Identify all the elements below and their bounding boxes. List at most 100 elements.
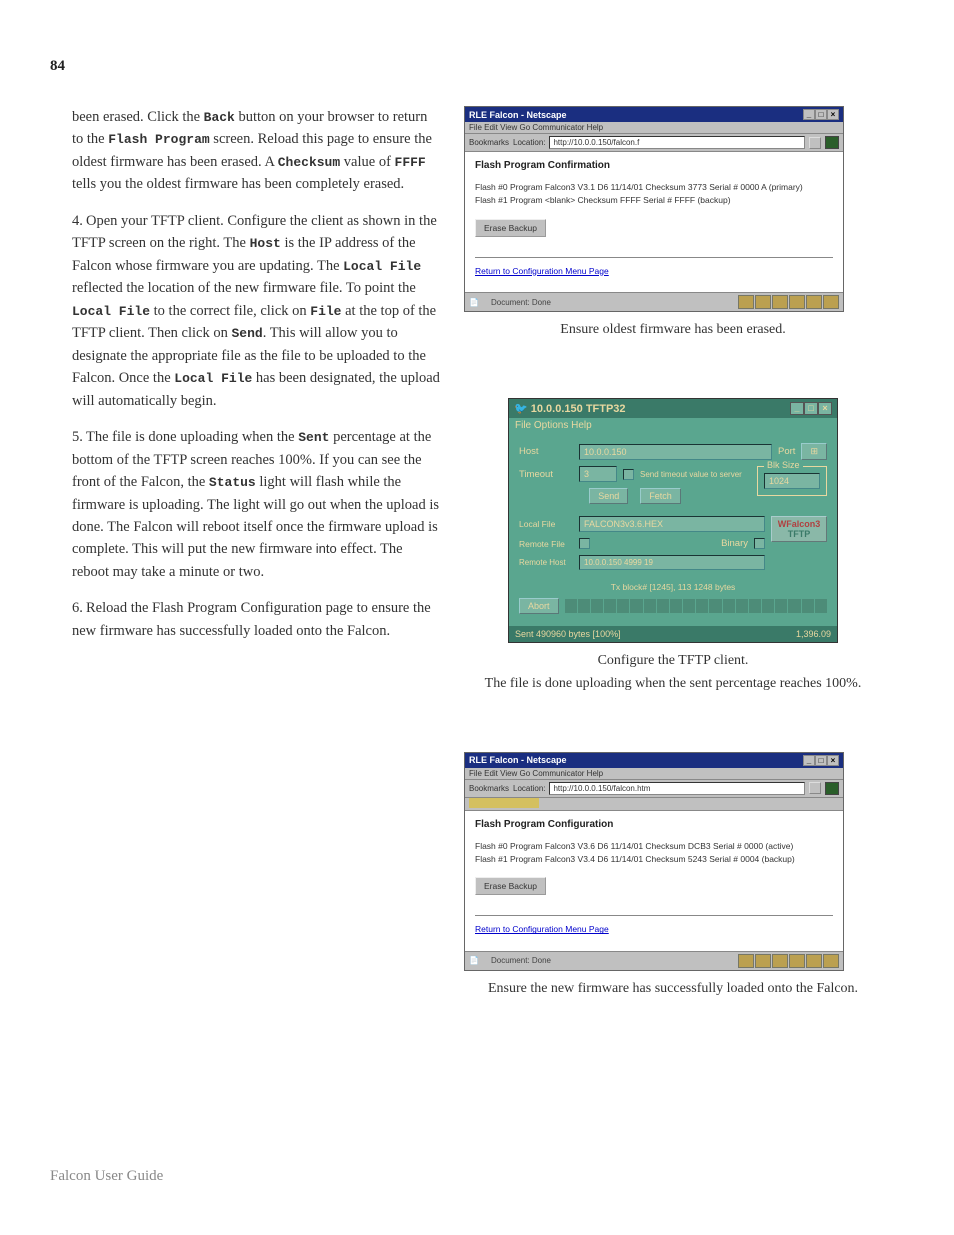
figure-2-caption1: Configure the TFTP client. (464, 651, 882, 671)
divider (475, 915, 833, 916)
statusbar: 📄 Document: Done (465, 951, 843, 970)
remotefile-label: Remote File (519, 539, 573, 549)
figure-3-caption: Ensure the new firmware has successfully… (464, 979, 882, 999)
erase-backup-button[interactable]: Erase Backup (475, 219, 546, 237)
flash-line-2: Flash #1 Program Falcon3 V3.4 D6 11/14/0… (475, 853, 833, 866)
mono-localfile: Local File (343, 259, 421, 274)
bookmarks-label[interactable]: Bookmarks (469, 138, 509, 147)
status-icon (772, 954, 788, 968)
port-label: Port (778, 446, 795, 457)
close-icon[interactable]: × (827, 755, 839, 766)
dropdown-icon[interactable] (809, 137, 821, 149)
divider (475, 257, 833, 258)
localfile-input[interactable]: FALCON3v3.6.HEX (579, 516, 765, 532)
mono-localfile3: Local File (174, 371, 252, 386)
step-4: 4.Open your TFTP client. Configure the c… (72, 210, 442, 412)
mono-ffff: FFFF (395, 155, 426, 170)
figure-1: RLE Falcon - Netscape _ □ × File Edit Vi… (464, 106, 882, 340)
body-text: value of (340, 154, 394, 170)
status-doc-icon: 📄 (469, 956, 479, 965)
status-icons (738, 295, 839, 309)
remote-host-label: Remote Host (519, 558, 573, 567)
page-heading: Flash Program Confirmation (475, 160, 833, 171)
remote-host-input[interactable]: 10.0.0.150 4999 19 (579, 555, 765, 570)
flash-info: Flash #0 Program Falcon3 V3.6 D6 11/14/0… (475, 840, 833, 866)
host-input[interactable]: 10.0.0.150 (579, 444, 772, 460)
minimize-icon[interactable]: _ (803, 755, 815, 766)
maximize-icon[interactable]: □ (804, 402, 818, 415)
body-text: been erased. Click the (72, 109, 204, 125)
close-icon[interactable]: × (827, 109, 839, 120)
body-into: into (316, 541, 337, 556)
host-label: Host (519, 446, 573, 457)
status-icon (755, 295, 771, 309)
fetch-button[interactable]: Fetch (640, 488, 681, 504)
left-column: been erased. Click the Back button on yo… (72, 106, 442, 1027)
page-body: Flash Program Configuration Flash #0 Pro… (465, 811, 843, 951)
close-icon[interactable]: × (818, 402, 832, 415)
step-num: 6. (72, 597, 86, 619)
maximize-icon[interactable]: □ (815, 109, 827, 120)
wfalcon-button[interactable]: WFalcon3 TFTP (771, 516, 827, 542)
remote-checkbox[interactable] (579, 538, 590, 549)
figure-1-caption: Ensure oldest firmware has been erased. (464, 320, 882, 340)
progress-bar (565, 599, 827, 613)
bookmarks-label[interactable]: Bookmarks (469, 784, 509, 793)
menubar[interactable]: File Edit View Go Communicator Help (465, 768, 843, 780)
page-content: been erased. Click the Back button on yo… (72, 106, 882, 1027)
body-text: to the correct file, click on (150, 303, 310, 319)
timeout-input[interactable]: 3 (579, 466, 617, 482)
retry-label: Send timeout value to server (640, 470, 742, 479)
return-link[interactable]: Return to Configuration Menu Page (475, 924, 833, 934)
location-label: Location: (513, 138, 545, 147)
body-text: Reload the Flash Program Configuration p… (72, 600, 431, 638)
status-icon (789, 954, 805, 968)
binary-label: Binary (721, 538, 748, 549)
status-icon (806, 954, 822, 968)
return-link[interactable]: Return to Configuration Menu Page (475, 266, 833, 276)
menubar[interactable]: File Edit View Go Communicator Help (465, 122, 843, 134)
statusbar: 📄 Document: Done (465, 292, 843, 311)
tftp-menubar[interactable]: File Options Help (509, 418, 837, 437)
port-btn[interactable]: ⊞ (801, 443, 827, 460)
tftp-window: 🐦 10.0.0.150 TFTP32 _ □ × File Options H… (508, 398, 838, 643)
mono-file: File (310, 304, 341, 319)
go-icon[interactable] (825, 782, 839, 795)
toolbar: Bookmarks Location: http://10.0.0.150/fa… (465, 780, 843, 798)
body-text: tells you the oldest firmware has been c… (72, 176, 404, 192)
minimize-icon[interactable]: _ (790, 402, 804, 415)
location-input[interactable]: http://10.0.0.150/falcon.f (549, 136, 805, 149)
status-text: Document: Done (491, 298, 551, 307)
mono-back: Back (204, 110, 235, 125)
step-6: 6.Reload the Flash Program Configuration… (72, 597, 442, 642)
tftp-body: Host 10.0.0.150 Port ⊞ Timeout 3 Send ti… (509, 437, 837, 626)
mono-checksum: Checksum (278, 155, 340, 170)
erase-backup-button[interactable]: Erase Backup (475, 877, 546, 895)
retry-checkbox[interactable] (623, 469, 634, 480)
blk-input[interactable]: 1024 (764, 473, 820, 489)
go-icon[interactable] (825, 136, 839, 149)
tftp-titlebar: 🐦 10.0.0.150 TFTP32 _ □ × (509, 399, 837, 418)
flash-line-2: Flash #1 Program <blank> Checksum FFFF S… (475, 194, 833, 207)
tftp-title: 10.0.0.150 TFTP32 (531, 403, 626, 415)
window-controls: _ □ × (790, 402, 832, 415)
step-5: 5.The file is done uploading when the Se… (72, 426, 442, 583)
location-input[interactable]: http://10.0.0.150/falcon.htm (549, 782, 805, 795)
binary-checkbox[interactable] (754, 538, 765, 549)
blk-label: Blk Size (764, 460, 803, 470)
page-body: Flash Program Confirmation Flash #0 Prog… (465, 152, 843, 292)
send-button[interactable]: Send (589, 488, 628, 504)
browser-tab[interactable] (469, 798, 539, 808)
maximize-icon[interactable]: □ (815, 755, 827, 766)
minimize-icon[interactable]: _ (803, 109, 815, 120)
step-num: 4. (72, 210, 86, 232)
flash-line-1: Flash #0 Program Falcon3 V3.6 D6 11/14/0… (475, 840, 833, 853)
figure-2: 🐦 10.0.0.150 TFTP32 _ □ × File Options H… (464, 398, 882, 694)
status-doc-icon: 📄 (469, 298, 479, 307)
status-icon (806, 295, 822, 309)
dropdown-icon[interactable] (809, 782, 821, 794)
flash-info: Flash #0 Program Falcon3 V3.1 D6 11/14/0… (475, 181, 833, 207)
page-heading: Flash Program Configuration (475, 819, 833, 830)
abort-button[interactable]: Abort (519, 598, 559, 614)
mono-status: Status (209, 475, 256, 490)
